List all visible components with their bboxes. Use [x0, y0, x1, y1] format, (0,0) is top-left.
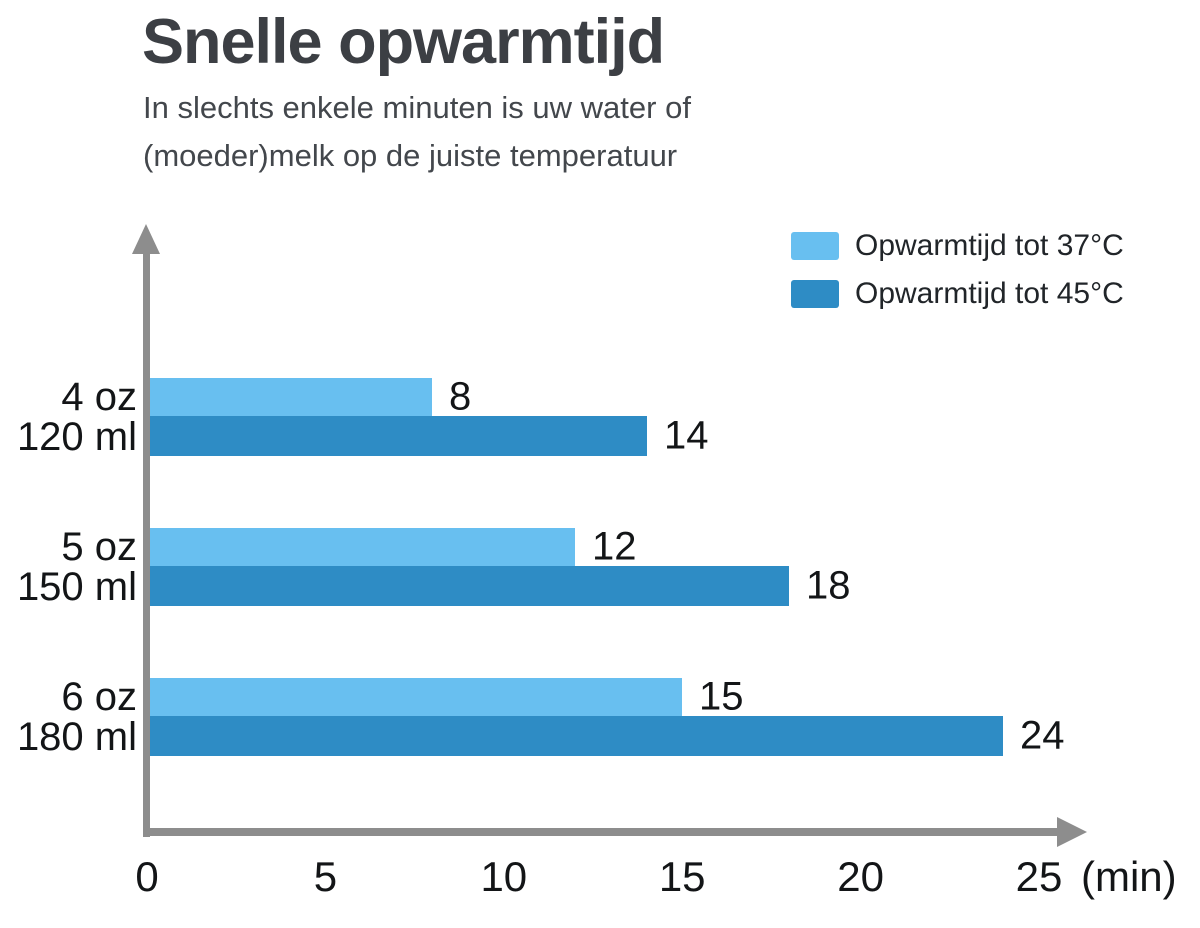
- legend-item-45c: Opwarmtijd tot 45°C: [791, 277, 1124, 310]
- bar-value-label: 8: [449, 374, 472, 419]
- category-label: 4 oz 120 ml: [0, 377, 137, 457]
- x-axis-tick-label: 20: [837, 853, 884, 900]
- chart-subtitle: In slechts enkele minuten is uw water of…: [143, 84, 691, 180]
- bar-value-label: 12: [592, 524, 637, 569]
- bar-value-label: 14: [664, 413, 709, 458]
- bar-45c: [147, 716, 1003, 756]
- bar-45c: [147, 416, 647, 456]
- category-oz-label: 4 oz: [61, 375, 137, 419]
- legend-swatch-37c-icon: [791, 232, 839, 260]
- category-oz-label: 5 oz: [61, 525, 137, 569]
- category-label: 5 oz 150 ml: [0, 527, 137, 607]
- category-ml-label: 180 ml: [16, 715, 137, 759]
- bar-37c: [147, 528, 575, 566]
- bar-value-label: 24: [1020, 713, 1065, 758]
- x-axis-tick-label: 10: [480, 853, 528, 900]
- y-axis-line: [143, 248, 150, 837]
- subtitle-line-1: In slechts enkele minuten is uw water of: [143, 90, 691, 125]
- x-axis-tick-label: 25: [1015, 853, 1063, 900]
- legend-label-37c: Opwarmtijd tot 37°C: [855, 229, 1124, 262]
- legend: Opwarmtijd tot 37°C Opwarmtijd tot 45°C: [791, 229, 1124, 310]
- subtitle-line-2: (moeder)melk op de juiste temperatuur: [143, 138, 678, 173]
- category-ml-label: 120 ml: [16, 415, 137, 459]
- bar-value-label: 15: [699, 674, 744, 719]
- bar-37c: [147, 678, 682, 716]
- legend-swatch-45c-icon: [791, 280, 839, 308]
- x-axis-tick-label: 0: [135, 853, 159, 900]
- bar-45c: [147, 566, 789, 606]
- x-axis-tick-label: 15: [658, 853, 706, 900]
- chart-title: Snelle opwarmtijd: [142, 7, 665, 77]
- category-ml-label: 150 ml: [16, 565, 137, 609]
- bar-value-label: 18: [806, 563, 851, 608]
- x-axis-arrow-icon: [1057, 817, 1087, 847]
- category-label: 6 oz 180 ml: [0, 677, 137, 757]
- category-oz-label: 6 oz: [61, 675, 137, 719]
- x-axis-unit-label: (min): [1081, 853, 1177, 900]
- x-axis-tick-label: 5: [313, 853, 338, 900]
- legend-label-45c: Opwarmtijd tot 45°C: [855, 277, 1124, 310]
- legend-item-37c: Opwarmtijd tot 37°C: [791, 229, 1124, 262]
- bar-37c: [147, 378, 432, 416]
- x-axis-line: [143, 828, 1058, 836]
